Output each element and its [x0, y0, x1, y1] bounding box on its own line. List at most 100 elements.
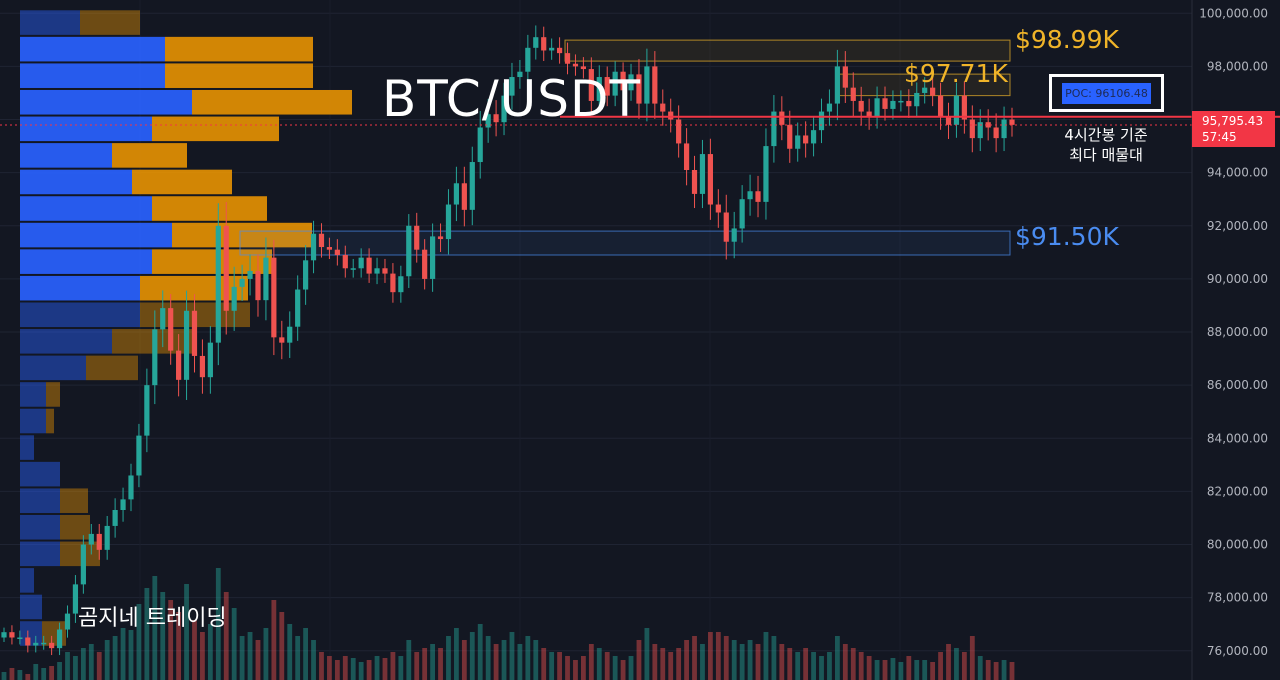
candle-body	[303, 260, 309, 290]
volume-bar	[858, 652, 864, 680]
volume-bar	[319, 652, 324, 680]
volume-bar	[390, 652, 396, 680]
candle-body	[453, 183, 460, 205]
vp-sell-bar	[46, 408, 54, 434]
volume-bar	[358, 662, 364, 680]
vp-buy-bar	[20, 568, 34, 593]
price-tick-label: 78,000.00	[1207, 591, 1268, 605]
vp-sell-bar	[165, 36, 313, 62]
candle-body	[469, 162, 475, 210]
candle-body	[429, 236, 436, 279]
candle-body	[707, 154, 713, 205]
volume-bar	[342, 656, 348, 680]
volume-bar	[263, 628, 269, 680]
vp-sell-bar	[86, 355, 138, 381]
candle-body	[168, 308, 174, 351]
vp-sell-bar	[60, 488, 88, 513]
volume-bar	[763, 632, 769, 680]
vp-buy-bar	[20, 621, 42, 646]
candle-body	[612, 71, 618, 96]
volume-bar	[652, 644, 658, 680]
volume-bar	[160, 592, 166, 680]
candle-body	[176, 350, 182, 380]
volume-bar	[223, 592, 229, 680]
candle-body	[533, 37, 539, 48]
volume-profile	[20, 10, 352, 646]
vp-sell-bar	[192, 89, 352, 115]
candle-body	[795, 135, 801, 149]
candle-body	[509, 77, 515, 96]
candle-body	[477, 127, 483, 163]
vp-sell-bar	[172, 222, 312, 248]
volume-bar	[17, 670, 23, 680]
candle-body	[937, 95, 944, 117]
pair-title: BTC/USDT	[382, 70, 642, 128]
volume-bar	[446, 636, 451, 680]
zone-upper	[564, 39, 1011, 62]
candle-body	[152, 329, 158, 386]
candle-body	[49, 642, 55, 649]
vp-sell-bar	[60, 541, 100, 567]
candle-body	[326, 247, 333, 250]
vp-buy-bar	[20, 249, 152, 274]
volume-bar	[882, 660, 888, 680]
volume-bar	[930, 662, 936, 680]
candle-body	[890, 100, 896, 109]
volume-bar	[112, 636, 118, 680]
volume-bar	[366, 660, 372, 680]
volume-bar	[525, 636, 531, 680]
volume-bar	[985, 660, 991, 680]
candle-body	[215, 225, 221, 343]
volume-bar	[350, 658, 356, 680]
candle-body	[771, 111, 777, 147]
candle-body	[699, 154, 706, 194]
price-tick-label: 98,000.00	[1207, 59, 1268, 73]
vp-sell-bar	[112, 143, 187, 168]
volume-bar	[231, 608, 237, 680]
volume-bar	[422, 648, 428, 680]
vp-buy-bar	[20, 36, 165, 62]
volume-bar	[866, 656, 872, 680]
vp-buy-bar	[20, 169, 132, 195]
candle-body	[755, 191, 761, 202]
volume-bar	[144, 588, 150, 680]
candle-body	[525, 47, 531, 72]
candle-body	[358, 257, 364, 269]
candle-body	[366, 257, 372, 274]
volume-bar	[255, 640, 261, 680]
vp-buy-bar	[20, 222, 172, 248]
vp-sell-bar	[80, 10, 140, 35]
candle-body	[810, 130, 817, 144]
volume-bar	[295, 636, 301, 680]
candle-body	[295, 289, 301, 327]
vp-sell-bar	[152, 196, 267, 221]
candle-body	[636, 74, 642, 104]
candle-body	[80, 544, 86, 585]
volume-bar	[827, 652, 832, 680]
volume-bar	[557, 652, 562, 680]
candle-body	[414, 225, 420, 250]
candle-body	[596, 77, 602, 101]
candle-body	[263, 257, 269, 301]
candle-body	[128, 475, 134, 500]
candle-body	[310, 233, 317, 261]
candle-body	[445, 204, 452, 240]
candle-body	[25, 637, 31, 646]
vp-sell-bar	[42, 621, 66, 646]
price-tick-label: 92,000.00	[1207, 219, 1268, 233]
vp-buy-bar	[20, 329, 112, 354]
price-tick-label: 100,000.00	[1199, 6, 1268, 20]
volume-bar	[406, 640, 412, 680]
vp-buy-bar	[20, 355, 86, 381]
candle-body	[620, 71, 626, 91]
candle-body	[136, 435, 142, 476]
candle-body	[199, 355, 206, 378]
vp-sell-bar	[152, 116, 279, 142]
candle-body	[779, 111, 785, 125]
volume-bar	[906, 656, 912, 680]
candle-body	[120, 499, 126, 510]
candle-body	[858, 100, 864, 112]
volume-bar	[128, 630, 134, 680]
volume-bar	[461, 640, 467, 680]
